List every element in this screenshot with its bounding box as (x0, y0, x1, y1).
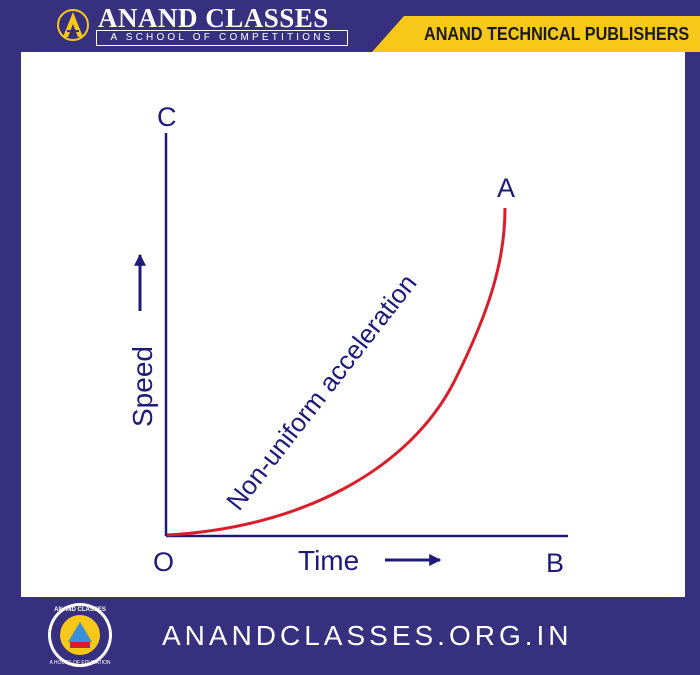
diagram-canvas (21, 52, 685, 597)
point-label-c: C (157, 102, 177, 132)
website-url: ANANDCLASSES.ORG.IN (162, 620, 573, 651)
footer-logo-icon: ANAND CLASSES A HOUSE OF EDUCATION (48, 603, 112, 667)
footer-logo-text-bottom: A HOUSE OF EDUCATION (49, 660, 110, 666)
brand-title: ANAND CLASSES (98, 3, 329, 33)
point-label-b: B (546, 548, 564, 578)
x-axis-label: Time (298, 545, 359, 576)
header-publisher-bar (372, 16, 700, 52)
publisher-name: ANAND TECHNICAL PUBLISHERS (424, 24, 690, 44)
acceleration-curve (166, 207, 507, 537)
point-label-o: O (153, 547, 174, 577)
brand-subtitle: A SCHOOL OF COMPETITIONS (96, 30, 348, 46)
footer-logo-text-top: ANAND CLASSES (54, 607, 106, 613)
point-label-a: A (497, 173, 515, 203)
footer-bar (0, 597, 700, 675)
curve-label: Non-uniform acceleration (220, 268, 422, 515)
y-axis-label: Speed (127, 346, 158, 427)
brand-logo-icon (57, 9, 89, 41)
